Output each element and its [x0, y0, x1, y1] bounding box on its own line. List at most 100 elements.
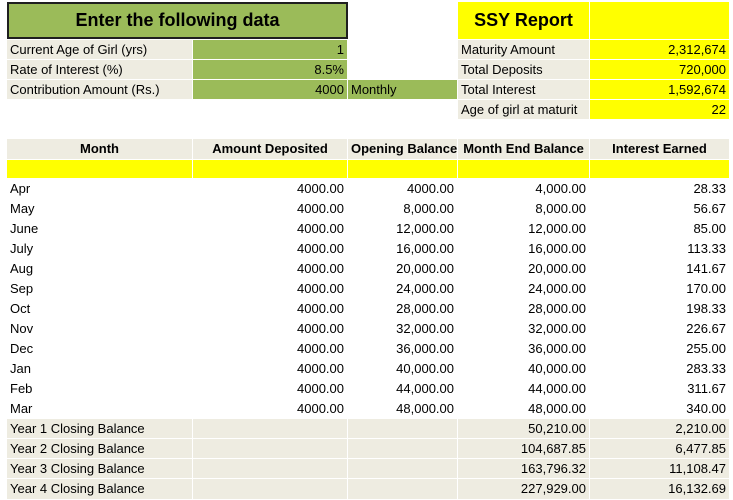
month-cell: Oct — [10, 301, 31, 316]
interest-earned-cell: 283.33 — [686, 361, 726, 376]
highlight-row-cell — [7, 160, 192, 178]
opening-balance-cell: 28,000.00 — [396, 301, 454, 316]
opening-balance-cell: 40,000.00 — [396, 361, 454, 376]
month-end-balance-cell: 36,000.00 — [528, 341, 586, 356]
month-cell: Dec — [10, 341, 34, 356]
interest-earned-cell: 28.33 — [693, 181, 726, 196]
closing-balance-row: Year 3 Closing Balance 163,796.32 11,108… — [0, 459, 733, 479]
highlight-row-cell — [348, 160, 457, 178]
interest-earned-cell: 113.33 — [687, 241, 726, 256]
month-end-balance-cell: 24,000.00 — [528, 281, 586, 296]
interest-rate-input[interactable]: 8.5% — [193, 60, 347, 79]
table-row: Mar 4000.00 48,000.00 48,000.00 340.00 — [0, 399, 733, 419]
empty-cell — [348, 419, 457, 438]
opening-balance-cell: 20,000.00 — [396, 261, 454, 276]
month-end-balance-cell: 12,000.00 — [528, 221, 586, 236]
empty-cell — [348, 439, 457, 458]
month-cell: Aug — [10, 261, 34, 276]
amount-deposited-cell: 4000.00 — [297, 301, 344, 316]
age-input[interactable]: 1 — [193, 40, 347, 59]
table-row: July 4000.00 16,000.00 16,000.00 113.33 — [0, 239, 733, 259]
amount-deposited-cell: 4000.00 — [297, 341, 344, 356]
empty-cell — [193, 439, 347, 458]
month-cell: June — [10, 221, 39, 236]
opening-balance-cell: 24,000.00 — [396, 281, 454, 296]
table-row: June 4000.00 12,000.00 12,000.00 85.00 — [0, 219, 733, 239]
empty-cell — [193, 419, 347, 438]
closing-interest-value: 11,108.47 — [590, 459, 729, 478]
interest-earned-cell: 226.67 — [686, 321, 726, 336]
closing-balance-row: Year 4 Closing Balance 227,929.00 16,132… — [0, 479, 733, 499]
month-end-balance-cell: 44,000.00 — [528, 381, 586, 396]
maturity-age-value: 22 — [590, 100, 729, 119]
month-cell: July — [10, 241, 34, 256]
input-panel-title: Enter the following data — [7, 2, 348, 39]
interest-earned-cell: 170.00 — [686, 281, 726, 296]
closing-balance-value: 163,796.32 — [458, 459, 589, 478]
table-row: Feb 4000.00 44,000.00 44,000.00 311.67 — [0, 379, 733, 399]
amount-deposited-cell: 4000.00 — [297, 381, 344, 396]
maturity-amount-label: Maturity Amount — [458, 40, 589, 59]
month-cell: Nov — [10, 321, 34, 336]
age-label: Current Age of Girl (yrs) — [7, 40, 192, 59]
amount-deposited-cell: 4000.00 — [297, 361, 344, 376]
total-deposits-label: Total Deposits — [458, 60, 589, 79]
report-title: SSY Report — [458, 2, 589, 39]
month-end-balance-cell: 40,000.00 — [528, 361, 586, 376]
amount-deposited-cell: 4000.00 — [297, 241, 344, 256]
total-deposits-value: 720,000 — [590, 60, 729, 79]
month-cell: May — [10, 201, 35, 216]
contribution-input[interactable]: 4000 — [193, 80, 347, 99]
month-end-balance-cell: 20,000.00 — [528, 261, 586, 276]
month-end-balance-cell: 28,000.00 — [528, 301, 586, 316]
column-header-month-end-balance: Month End Balance — [458, 139, 589, 159]
report-title-filler — [590, 2, 729, 39]
column-header-interest-earned: Interest Earned — [590, 139, 729, 159]
opening-balance-cell: 48,000.00 — [396, 401, 454, 416]
month-end-balance-cell: 4,000.00 — [535, 181, 586, 196]
table-row: Jan 4000.00 40,000.00 40,000.00 283.33 — [0, 359, 733, 379]
highlight-row-cell — [458, 160, 589, 178]
column-header-month: Month — [7, 139, 192, 159]
month-cell: Jan — [10, 361, 31, 376]
total-interest-value: 1,592,674 — [590, 80, 729, 99]
highlight-row-cell — [193, 160, 347, 178]
interest-earned-cell: 311.67 — [687, 381, 726, 396]
interest-earned-cell: 340.00 — [686, 401, 726, 416]
closing-balance-value: 227,929.00 — [458, 479, 589, 499]
month-end-balance-cell: 32,000.00 — [528, 321, 586, 336]
opening-balance-cell: 12,000.00 — [396, 221, 454, 236]
month-cell: Apr — [10, 181, 31, 196]
closing-balance-label: Year 2 Closing Balance — [7, 439, 192, 458]
total-interest-label: Total Interest — [458, 80, 589, 99]
amount-deposited-cell: 4000.00 — [297, 201, 344, 216]
amount-deposited-cell: 4000.00 — [297, 221, 344, 236]
table-row: Dec 4000.00 36,000.00 36,000.00 255.00 — [0, 339, 733, 359]
closing-balance-row: Year 2 Closing Balance 104,687.85 6,477.… — [0, 439, 733, 459]
table-row: May 4000.00 8,000.00 8,000.00 56.67 — [0, 199, 733, 219]
closing-balance-row: Year 1 Closing Balance 50,210.00 2,210.0… — [0, 419, 733, 439]
opening-balance-cell: 16,000.00 — [396, 241, 454, 256]
interest-earned-cell: 255.00 — [686, 341, 726, 356]
highlight-row-cell — [590, 160, 729, 178]
table-row: Apr 4000.00 4000.00 4,000.00 28.33 — [0, 179, 733, 199]
empty-cell — [193, 479, 347, 499]
month-cell: Sep — [10, 281, 34, 296]
closing-balance-label: Year 1 Closing Balance — [7, 419, 192, 438]
interest-earned-cell: 141.67 — [686, 261, 726, 276]
maturity-age-label: Age of girl at maturit — [458, 100, 589, 119]
opening-balance-cell: 44,000.00 — [396, 381, 454, 396]
interest-earned-cell: 56.67 — [693, 201, 726, 216]
table-row: Aug 4000.00 20,000.00 20,000.00 141.67 — [0, 259, 733, 279]
closing-balance-label: Year 4 Closing Balance — [7, 479, 192, 499]
opening-balance-cell: 4000.00 — [407, 181, 454, 196]
closing-interest-value: 2,210.00 — [590, 419, 729, 438]
closing-balance-value: 50,210.00 — [458, 419, 589, 438]
empty-cell — [348, 479, 457, 499]
month-cell: Feb — [10, 381, 33, 396]
contribution-frequency-select[interactable]: Monthly — [348, 80, 457, 99]
contribution-label: Contribution Amount (Rs.) — [7, 80, 192, 99]
column-header-opening-balance: Opening Balance — [348, 139, 457, 159]
table-row: Nov 4000.00 32,000.00 32,000.00 226.67 — [0, 319, 733, 339]
